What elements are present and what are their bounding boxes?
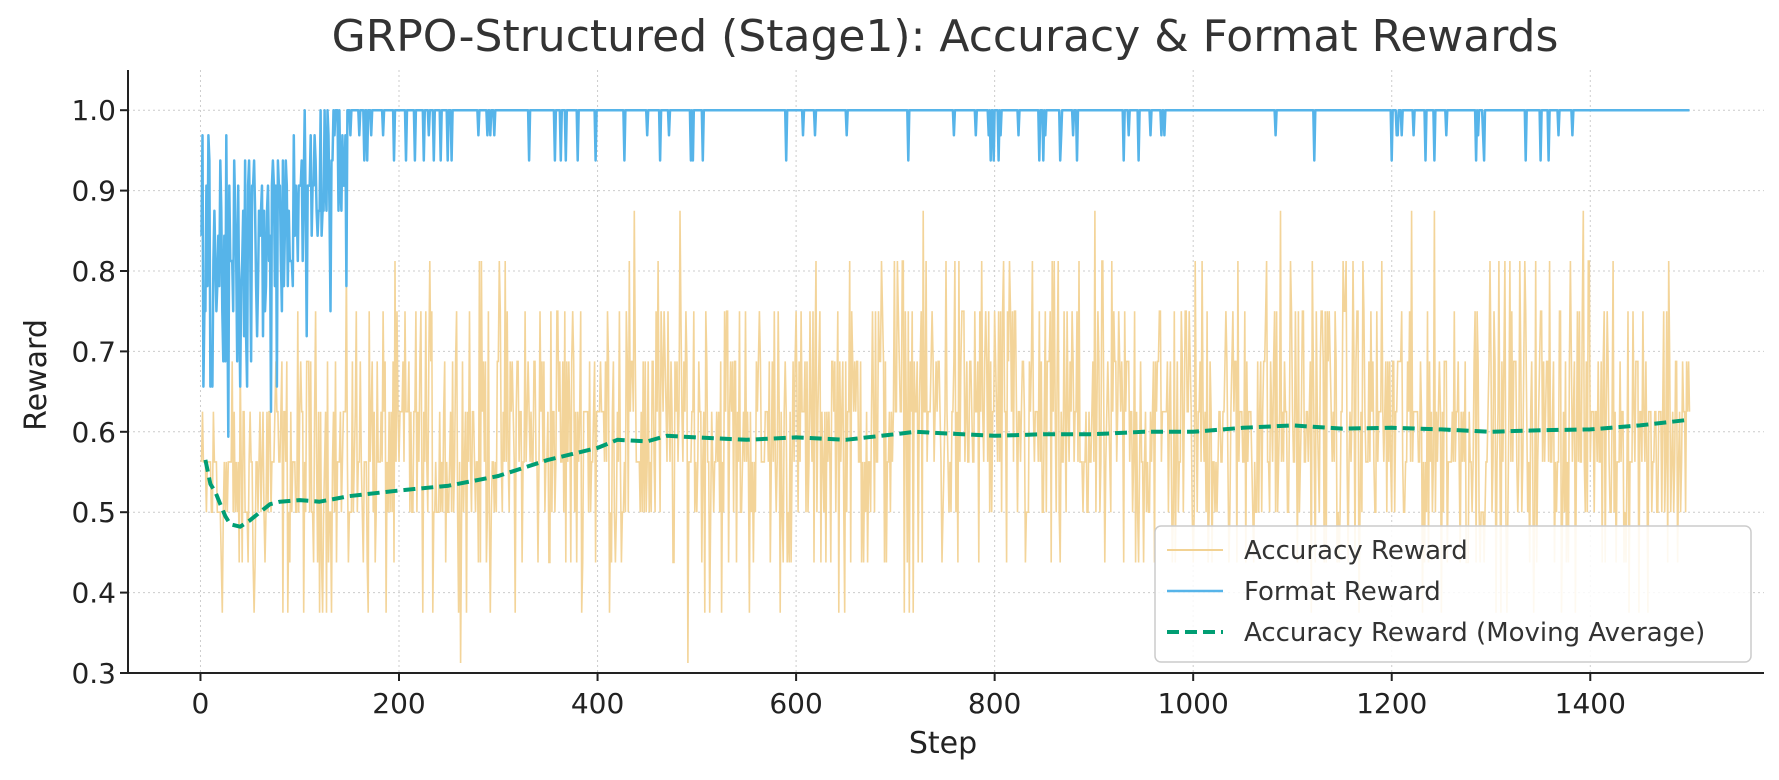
format-reward-series: [200, 108, 1690, 439]
moving-average-line: [203, 417, 1690, 529]
x-tick-label: 1200: [1356, 687, 1427, 720]
y-tick-label: 1.0: [71, 94, 116, 127]
legend: Accuracy Reward Format Reward Accuracy R…: [1154, 525, 1752, 663]
legend-label-moving-average: Accuracy Reward (Moving Average): [1244, 618, 1705, 648]
legend-box: [1154, 525, 1752, 663]
y-tick-label: 0.3: [71, 657, 116, 690]
x-tick-label: 0: [192, 687, 210, 720]
x-axis-label: Step: [909, 726, 977, 761]
y-tick-label: 0.8: [71, 255, 116, 288]
chart-title: GRPO-Structured (Stage1): Accuracy & For…: [332, 11, 1559, 62]
y-tick-label: 0.4: [71, 577, 116, 610]
y-tick-label: 0.9: [71, 175, 116, 208]
accuracy-moving-average-series: [203, 417, 1690, 529]
format-reward-line: [200, 108, 1690, 439]
y-tick-label: 0.5: [71, 496, 116, 529]
axes: [127, 70, 1764, 674]
y-tick-label: 0.7: [71, 335, 116, 368]
y-axis-label: Reward: [19, 319, 54, 431]
y-tick-label: 0.6: [71, 416, 116, 449]
x-tick-label: 400: [571, 687, 624, 720]
x-tick-label: 1000: [1158, 687, 1229, 720]
x-tick-label: 1400: [1555, 687, 1626, 720]
x-tick-label: 200: [372, 687, 425, 720]
legend-label-accuracy: Accuracy Reward: [1244, 536, 1468, 566]
x-tick-label: 600: [769, 687, 822, 720]
legend-label-format: Format Reward: [1244, 577, 1441, 607]
x-axis-ticks: 0 200 400 600 800 1000 1200 1400: [192, 673, 1626, 720]
y-axis-ticks: 0.3 0.4 0.5 0.6 0.7 0.8 0.9 1.0: [71, 94, 128, 690]
x-tick-label: 800: [968, 687, 1021, 720]
